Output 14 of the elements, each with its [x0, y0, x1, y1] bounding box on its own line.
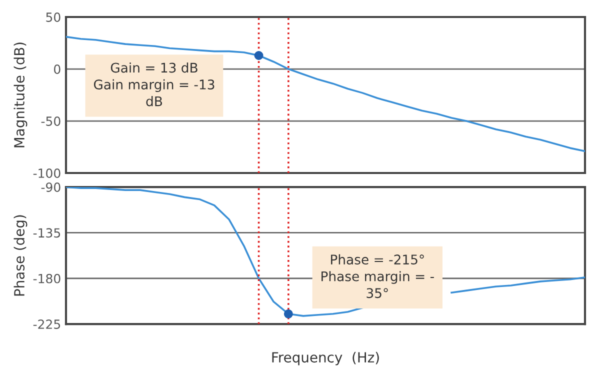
annotation: Phase = -215° Phase margin = - 35°: [322, 254, 434, 298]
y-tick-label: 50: [46, 12, 60, 22]
y-axis-title: Phase (deg): [14, 215, 28, 296]
y-tick-label: -135: [33, 228, 60, 238]
line-series: [66, 36, 585, 152]
y-tick-label: -180: [33, 274, 60, 284]
y-tick-label: 0: [54, 64, 60, 74]
annotation: Gain = 13 dB Gain margin = -13 dB: [94, 62, 214, 106]
y-tick-label: -100: [33, 168, 60, 178]
y-tick-label: -50: [41, 116, 60, 126]
y-axis-title: Magnitude (dB): [14, 42, 28, 148]
x-axis-title: Frequency (Hz): [272, 352, 379, 366]
y-tick-label: -90: [41, 182, 60, 192]
y-tick-label: -225: [33, 320, 60, 329]
